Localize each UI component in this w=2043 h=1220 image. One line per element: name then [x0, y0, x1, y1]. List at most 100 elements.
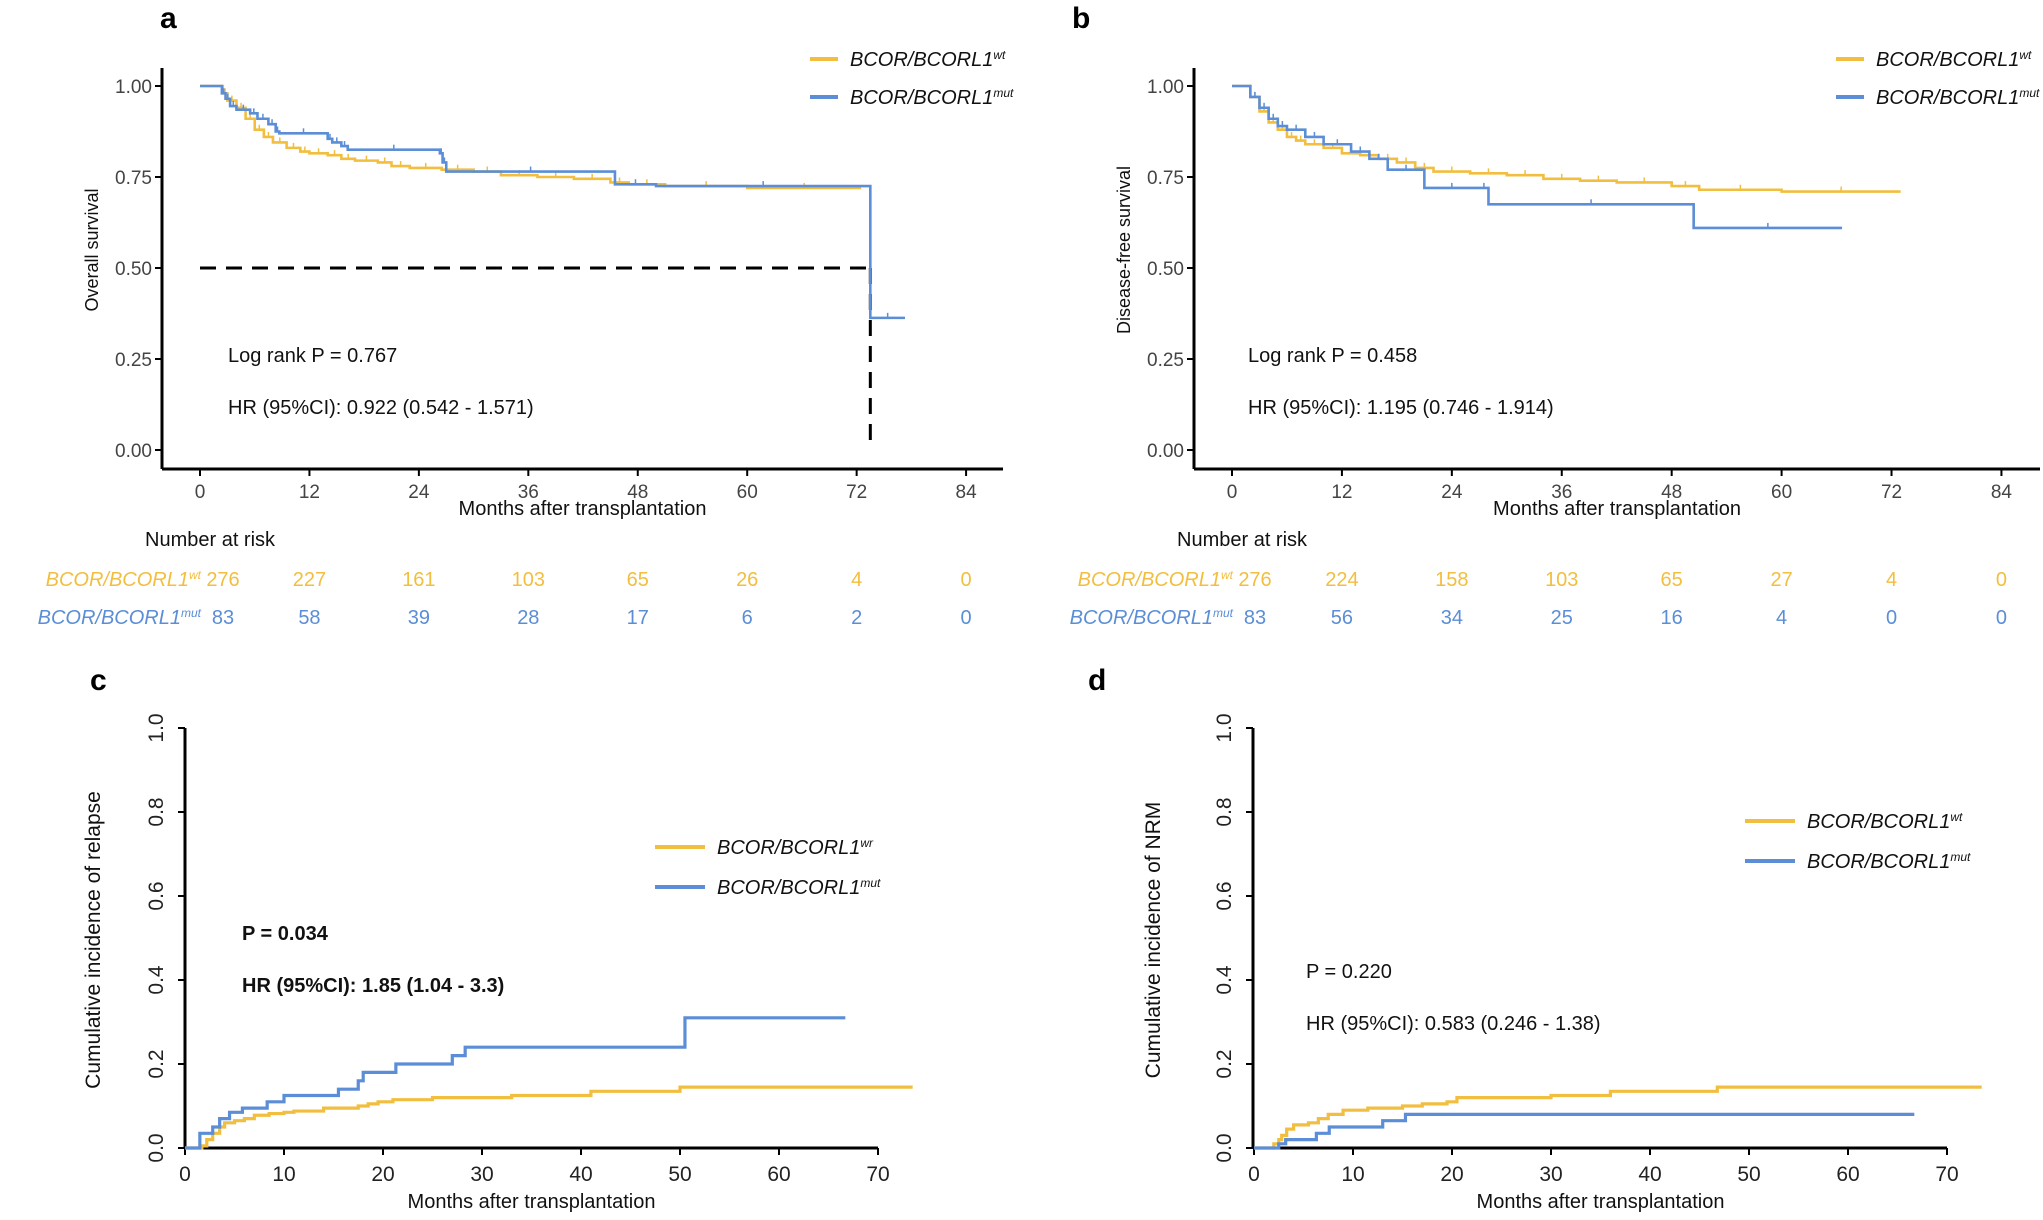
- risk-count: 83: [212, 607, 234, 629]
- y-tick-label: 1.00: [115, 77, 152, 98]
- y-tick-label: 0.2: [1213, 1049, 1236, 1078]
- risk-row-label: BCOR/BCORL1wt: [1078, 568, 1234, 591]
- risk-count: 6: [742, 607, 753, 629]
- x-tick-label: 0: [1248, 1163, 1260, 1186]
- risk-count: 0: [961, 569, 972, 591]
- legend-entry-mut: BCOR/BCORL1mut: [1807, 850, 1971, 873]
- risk-table-title: Number at risk: [145, 529, 276, 551]
- y-tick-label: 0.25: [115, 350, 152, 371]
- risk-count: 2: [851, 607, 862, 629]
- y-tick-label: 0.4: [145, 965, 168, 995]
- x-tick-label: 30: [470, 1163, 493, 1186]
- panel-a: a0.000.250.500.751.000 12 24 36 48 60 72 84Mont…: [38, 2, 1014, 629]
- legend-gene-name: BCOR/BCORL1: [717, 877, 860, 899]
- risk-count: 161: [402, 569, 435, 591]
- x-tick-label: 84: [1991, 482, 2013, 503]
- risk-count: 65: [1661, 569, 1683, 591]
- y-axis-label: Cumulative incidence of relapse: [82, 791, 105, 1089]
- panel-b: b 0.00 0.25 0.50 0.75 1.00 0 12 24 36 48 60 72 84 Mont…: [1070, 2, 2040, 629]
- risk-row-label: BCOR/BCORL1mut: [38, 606, 202, 629]
- series-line-mut: [1232, 84, 1843, 230]
- p-value-annotation: P = 0.220: [1306, 961, 1392, 983]
- legend-superscript: mut: [2019, 86, 2040, 100]
- x-tick-label: 10: [1341, 1163, 1364, 1186]
- legend-entry-wt: BCOR/BCORL1wt: [1807, 810, 1963, 833]
- panel-label: c: [90, 664, 107, 697]
- x-tick-label: 10: [272, 1163, 295, 1186]
- series-line-mut: [185, 1016, 846, 1150]
- y-tick-label: 0.4: [1213, 965, 1236, 995]
- x-tick-label: 60: [1771, 482, 1792, 503]
- y-axis-label: Disease-free survival: [1114, 166, 1134, 334]
- x-tick-label: 0: [179, 1163, 191, 1186]
- risk-row-gene: BCOR/BCORL1: [46, 569, 189, 591]
- x-tick-label: 60: [737, 482, 758, 503]
- risk-table-row-wt: BCOR/BCORL1wt 276 227 161 103 65 26 4 0: [46, 568, 972, 591]
- y-axis-label: Overall survival: [82, 188, 102, 311]
- risk-row-superscript: wt: [1221, 568, 1234, 582]
- risk-count: 56: [1331, 607, 1353, 629]
- y-tick-label: 0.25: [1147, 350, 1184, 371]
- legend-entry-mut: BCOR/BCORL1mut: [850, 86, 1014, 109]
- x-tick-label: 50: [668, 1163, 691, 1186]
- risk-count: 27: [1770, 569, 1792, 591]
- legend-superscript: mut: [860, 876, 881, 890]
- risk-count: 103: [1545, 569, 1578, 591]
- series-line-wt: [185, 1085, 913, 1150]
- risk-count: 16: [1661, 607, 1683, 629]
- x-tick-label: 70: [866, 1163, 889, 1186]
- legend-gene-name: BCOR/BCORL1: [1807, 811, 1950, 833]
- x-tick-label: 12: [299, 482, 320, 503]
- series-line-mut: [1254, 1112, 1915, 1150]
- series-line-wt: [1254, 1085, 1982, 1150]
- risk-row-superscript: mut: [181, 606, 202, 620]
- risk-count: 0: [1886, 607, 1897, 629]
- risk-count: 158: [1435, 569, 1468, 591]
- x-tick-label: 84: [956, 482, 978, 503]
- series-line-wt: [1232, 84, 1901, 193]
- hazard-ratio-annotation: HR (95%CI): 1.85 (1.04 - 3.3): [242, 975, 504, 997]
- y-tick-label: 0.0: [145, 1133, 168, 1162]
- x-tick-label: 60: [1836, 1163, 1859, 1186]
- y-tick-label: 0.8: [1213, 797, 1236, 826]
- panel-d: d 0.0 0.2 0.4 0.6 0.8 1.0 0 10 20 30 40 50 60 70 Months…: [1088, 664, 1982, 1213]
- y-tick-label: 0.2: [145, 1049, 168, 1078]
- risk-count: 28: [517, 607, 539, 629]
- p-value-annotation: Log rank P = 0.458: [1248, 345, 1417, 367]
- legend-gene-name: BCOR/BCORL1: [1876, 49, 2019, 71]
- risk-table-row-wt: BCOR/BCORL1wt 276 224 158 103 65 27 4 0: [1078, 568, 2007, 591]
- y-tick-label: 0.8: [145, 797, 168, 826]
- panel-c: c 0.0 0.2 0.4 0.6 0.8 1.0 0 10 20 30 40 50 60 70 Months…: [82, 664, 913, 1213]
- hazard-ratio-annotation: HR (95%CI): 1.195 (0.746 - 1.914): [1248, 397, 1554, 419]
- panel-label: b: [1072, 2, 1090, 35]
- risk-count: 103: [512, 569, 545, 591]
- legend-superscript: wr: [860, 836, 874, 850]
- x-axis-label: Months after transplantation: [1477, 1191, 1725, 1213]
- risk-row-label: BCOR/BCORL1mut: [1070, 606, 1234, 629]
- x-tick-label: 12: [1331, 482, 1352, 503]
- x-axis-label: Months after transplantation: [408, 1191, 656, 1213]
- x-tick-label: 72: [846, 482, 867, 503]
- y-tick-label: 0.75: [115, 168, 152, 189]
- x-tick-label: 20: [1440, 1163, 1463, 1186]
- x-tick-label: 48: [1661, 482, 1682, 503]
- x-tick-label: 72: [1881, 482, 1902, 503]
- y-tick-label: 1.0: [145, 713, 168, 742]
- panel-label: a: [160, 2, 177, 35]
- risk-row-label: BCOR/BCORL1wt: [46, 568, 202, 591]
- legend-gene-name: BCOR/BCORL1: [1807, 851, 1950, 873]
- p-value-annotation: P = 0.034: [242, 923, 329, 945]
- legend-entry-mut: BCOR/BCORL1mut: [1876, 86, 2040, 109]
- legend-superscript: wt: [993, 48, 1006, 62]
- y-tick-label: 1.0: [1213, 713, 1236, 742]
- x-tick-label: 70: [1935, 1163, 1958, 1186]
- risk-count: 4: [1886, 569, 1897, 591]
- y-tick-label: 0.0: [1213, 1133, 1236, 1162]
- p-value-annotation: Log rank P = 0.767: [228, 345, 397, 367]
- legend-superscript: wt: [1950, 810, 1963, 824]
- risk-table-row-mut: BCOR/BCORL1mut 83 56 34 25 16 4 0 0: [1070, 606, 2007, 629]
- risk-row-superscript: mut: [1213, 606, 1234, 620]
